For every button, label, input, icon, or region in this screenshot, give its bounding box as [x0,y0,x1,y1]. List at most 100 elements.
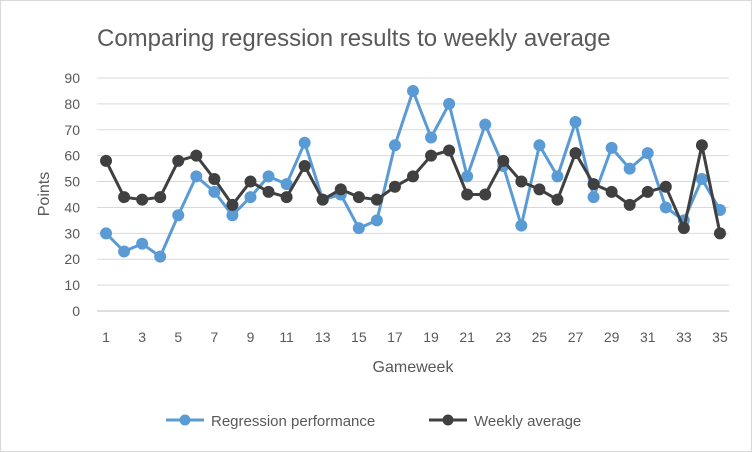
gridlines [97,77,729,312]
y-tick-label: 80 [64,96,80,112]
data-point [425,131,438,144]
x-tick-label: 15 [351,329,367,345]
data-point [623,162,636,175]
data-point [551,170,564,183]
legend: Regression performance Weekly average [166,413,581,430]
data-point [154,250,167,263]
data-point [370,193,383,206]
x-tick-label: 29 [604,329,620,345]
y-tick-label: 70 [64,122,80,138]
y-tick-label: 90 [64,70,80,86]
data-point [623,198,636,211]
data-point [208,172,221,185]
data-point [172,209,185,222]
data-point [226,198,239,211]
data-point [352,222,365,235]
x-tick-label: 27 [568,329,584,345]
x-tick-label: 33 [676,329,692,345]
series-1 [100,139,726,240]
data-point [605,141,618,154]
x-tick-label: 25 [532,329,548,345]
data-point [118,245,131,258]
legend-label: Weekly average [474,413,581,430]
legend-item-0: Regression performance [166,413,375,430]
data-point [154,191,167,204]
data-point [226,209,239,222]
data-point [443,97,456,110]
data-point [100,154,113,167]
data-point [695,172,708,185]
series-0 [100,84,726,263]
data-point [461,170,474,183]
data-point [334,183,347,196]
data-point [244,175,257,188]
data-point [244,191,257,204]
data-point [677,222,690,235]
y-tick-label: 20 [64,251,80,267]
data-point [569,147,582,160]
x-axis-label: Gameweek [373,359,455,376]
data-point [659,201,672,214]
data-point [280,191,293,204]
data-point [100,227,113,240]
data-point [425,149,438,162]
x-tick-label: 3 [138,329,146,345]
x-tick-label: 7 [210,329,218,345]
legend-marker [442,414,454,426]
data-point [118,191,131,204]
legend-item-1: Weekly average [429,413,581,430]
x-tick-label: 11 [279,329,294,345]
data-point [587,178,600,191]
chart-title: Comparing regression results to weekly a… [97,25,611,52]
data-point [370,214,383,227]
y-axis-ticks: 0 10 20 30 40 50 60 70 80 90 [64,70,80,319]
data-point [605,185,618,198]
data-point [695,139,708,152]
data-point [262,170,275,183]
x-axis-ticks: 1 3 5 7 9 11 13 15 17 19 21 23 25 27 29 31 33 35 [102,329,728,345]
data-point [316,193,329,206]
y-tick-label: 10 [64,277,80,293]
data-point [208,185,221,198]
data-point [551,193,564,206]
data-point [190,149,203,162]
data-point [497,154,510,167]
data-point [533,183,546,196]
x-tick-label: 21 [459,329,475,345]
data-point [569,116,582,129]
x-tick-label: 19 [423,329,439,345]
data-point [461,188,474,201]
data-point [190,170,203,183]
data-point [533,139,546,152]
data-point [659,180,672,193]
data-point [407,84,419,97]
data-point [407,170,419,183]
data-point [280,178,293,191]
data-point [298,160,311,173]
legend-label: Regression performance [211,413,375,430]
y-tick-label: 30 [64,225,80,241]
data-point [388,139,401,152]
x-tick-label: 9 [247,329,255,345]
data-point [515,175,528,188]
y-axis-label: Points [36,172,53,216]
x-tick-label: 17 [387,329,403,345]
legend-marker [179,414,191,426]
data-point [479,118,492,131]
y-tick-label: 0 [72,303,80,319]
data-point [713,227,726,240]
data-point [262,185,275,198]
data-point [641,147,654,160]
x-tick-label: 35 [712,329,728,345]
y-tick-label: 40 [64,199,80,215]
data-point [172,154,185,167]
data-point [136,193,149,206]
x-tick-label: 5 [174,329,182,345]
data-point [136,237,149,250]
x-tick-label: 31 [640,329,656,345]
x-tick-label: 23 [495,329,511,345]
data-point [443,144,456,157]
data-point [388,180,401,193]
